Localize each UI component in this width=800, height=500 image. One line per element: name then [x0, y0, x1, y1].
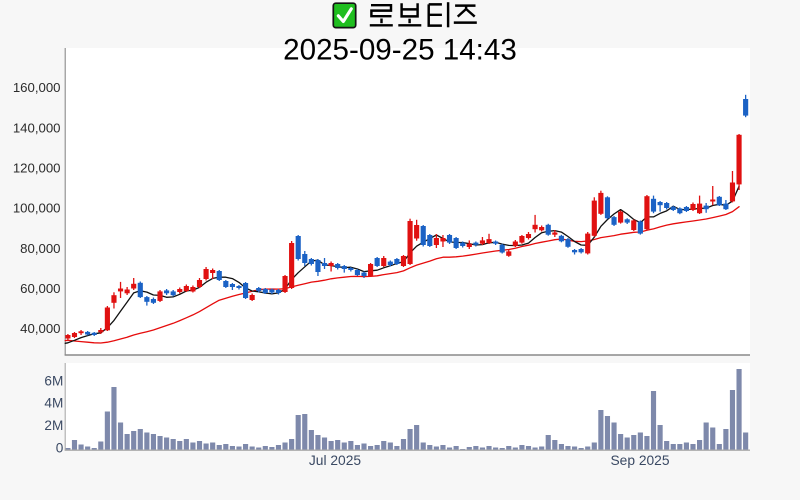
svg-text:80,000: 80,000	[20, 241, 60, 256]
svg-text:140,000: 140,000	[13, 120, 61, 135]
svg-text:2M: 2M	[44, 418, 63, 433]
svg-text:4M: 4M	[44, 396, 63, 411]
svg-text:100,000: 100,000	[13, 201, 61, 216]
svg-text:0: 0	[56, 440, 64, 455]
svg-text:120,000: 120,000	[13, 161, 61, 176]
svg-text:60,000: 60,000	[20, 281, 60, 296]
svg-text:40,000: 40,000	[20, 321, 60, 336]
svg-text:6M: 6M	[44, 373, 63, 388]
svg-text:Jul 2025: Jul 2025	[309, 453, 361, 468]
svg-text:160,000: 160,000	[13, 80, 61, 95]
svg-text:Sep 2025: Sep 2025	[610, 453, 669, 468]
svg-text:2025-09-25 14:43: 2025-09-25 14:43	[283, 34, 517, 67]
